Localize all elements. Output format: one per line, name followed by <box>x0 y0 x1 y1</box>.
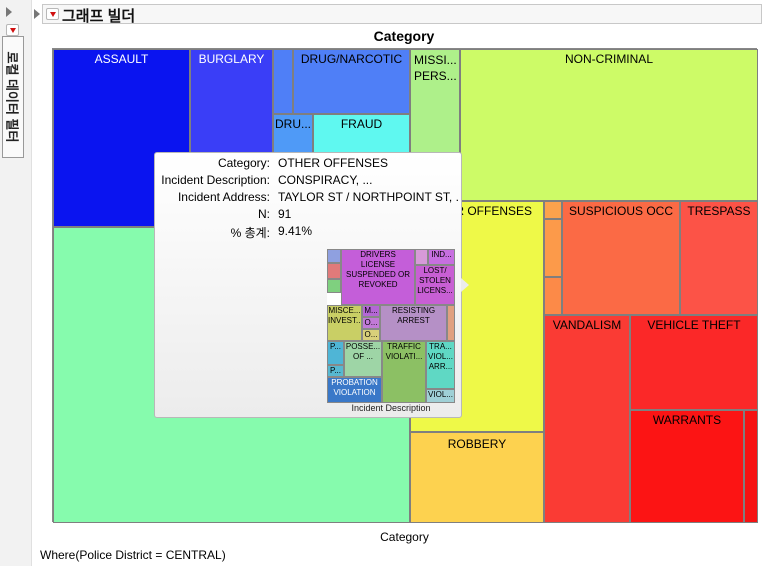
mini-cell: POSSE... OF ... <box>344 341 382 377</box>
mini-cell: MISCE... INVEST... <box>327 305 362 341</box>
report-title-bar <box>42 4 762 24</box>
treemap-cell-drug-narcotic[interactable]: DRUG/NARCOTIC <box>293 49 410 114</box>
treemap-cell-suspicious-occ[interactable]: SUSPICIOUS OCC <box>562 201 680 315</box>
mini-cell: DRIVERS LICENSE SUSPENDED OR REVOKED <box>341 249 415 305</box>
treemap-cell-robbery[interactable]: ROBBERY <box>410 432 544 523</box>
treemap-cell-dru[interactable]: DRU... <box>273 114 313 154</box>
mini-cell: P... <box>327 365 344 377</box>
where-clause: Where(Police District = CENTRAL) <box>40 548 226 562</box>
treemap-cell-fraud[interactable]: FRAUD <box>313 114 410 154</box>
treemap-cell-warrants[interactable]: WARRANTS <box>630 410 744 523</box>
treemap-cell-small-orange-1[interactable] <box>544 201 562 219</box>
mini-cell: M... <box>362 305 380 317</box>
treemap-cell-trespass[interactable]: TRESPASS <box>680 201 758 315</box>
treemap-cell-vehicle-theft[interactable]: VEHICLE THEFT <box>630 315 758 410</box>
mini-cell: VIOL... <box>426 389 455 403</box>
mini-cell <box>447 305 455 341</box>
tooltip-row: N: 91 <box>258 207 292 221</box>
treemap-cell-small-blue[interactable] <box>273 49 293 114</box>
filter-menu-button[interactable] <box>6 24 19 36</box>
mini-treemap: DRIVERS LICENSE SUSPENDED OR REVOKED IND… <box>327 249 455 403</box>
treemap-cell-non-criminal[interactable]: NON-CRIMINAL <box>460 49 758 201</box>
tooltip-row: % 총계: 9.41% <box>230 224 313 240</box>
mini-cell: TRA... VIOL... ARR... <box>426 341 455 389</box>
local-data-filter-label: 로컬 데이터 필터 <box>4 51 20 143</box>
hover-tooltip: Category: OTHER OFFENSES Incident Descri… <box>154 152 462 418</box>
mini-cell: LOST/ STOLEN LICENS... <box>415 265 455 305</box>
tooltip-row: Incident Description: CONSPIRACY, ... <box>161 173 373 187</box>
mini-cell: P... <box>327 341 344 365</box>
treemap-cell-small-orange-2[interactable] <box>544 219 562 277</box>
mini-cell: RESISTING ARREST <box>380 305 447 341</box>
mini-cell: O... <box>362 317 380 329</box>
treemap-cell-small-orange-3[interactable] <box>544 277 562 315</box>
graph-builder-menu-button[interactable] <box>46 8 59 20</box>
mini-cell: O... <box>362 329 380 341</box>
local-data-filter-tab[interactable]: 로컬 데이터 필터 <box>2 36 24 158</box>
mini-cell <box>327 263 341 279</box>
mini-cell: PROBATION VIOLATION <box>327 377 382 403</box>
treemap-cell-small-red[interactable] <box>744 410 758 523</box>
x-axis-label: Category <box>380 530 429 544</box>
tooltip-row: Category: OTHER OFFENSES <box>217 156 389 170</box>
mini-cell <box>415 249 428 265</box>
treemap-cell-assault[interactable]: ASSAULT <box>53 49 190 227</box>
expand-arrow-icon[interactable] <box>6 7 12 17</box>
report-title: 그래프 빌더 <box>62 8 136 25</box>
tooltip-row: Incident Address: TAYLOR ST / NORTHPOINT… <box>177 190 458 204</box>
mini-cell <box>327 249 341 263</box>
mini-cell <box>327 279 341 293</box>
mini-treemap-caption: Incident Description <box>351 403 431 413</box>
collapse-arrow-icon[interactable] <box>34 9 40 19</box>
tooltip-arrow-icon <box>461 278 469 292</box>
treemap-cell-vandalism[interactable]: VANDALISM <box>544 315 630 523</box>
mini-cell: IND... <box>428 249 455 265</box>
mini-cell: TRAFFIC VIOLATI... <box>382 341 426 403</box>
chart-title: Category <box>373 28 435 44</box>
